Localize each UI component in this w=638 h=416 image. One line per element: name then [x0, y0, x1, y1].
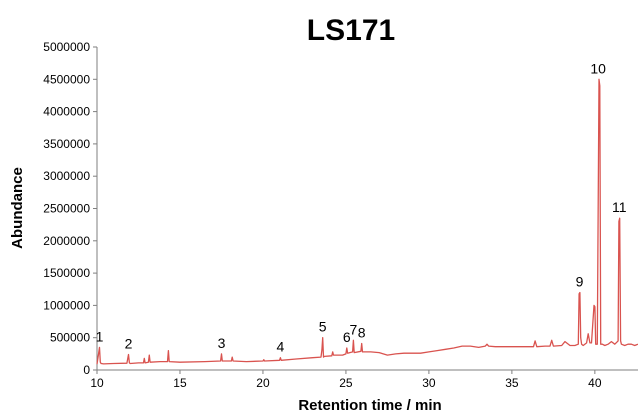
peak-label-5: 5: [319, 319, 327, 335]
y-tick-label: 2000000: [43, 234, 90, 248]
peak-label-4: 4: [276, 339, 284, 355]
y-tick-label: 4500000: [43, 72, 90, 86]
y-axis-title: Abundance: [9, 167, 26, 249]
peak-label-8: 8: [358, 325, 366, 341]
x-tick-label: 30: [422, 376, 436, 390]
y-tick-label: 3500000: [43, 137, 90, 151]
x-tick-label: 10: [90, 376, 104, 390]
x-axis-title: Retention time / min: [298, 397, 441, 414]
x-tick-label: 25: [339, 376, 353, 390]
peak-label-11: 11: [612, 199, 627, 215]
x-tick-label: 20: [256, 376, 270, 390]
y-tick-label: 1500000: [43, 266, 90, 280]
peak-label-3: 3: [218, 335, 226, 351]
peak-label-7: 7: [349, 321, 357, 337]
series-line: [96, 78, 638, 365]
y-tick-label: 1000000: [43, 298, 90, 312]
x-axis-ticks: 10 15 20 25 30 35 40: [90, 370, 602, 390]
peak-label-1: 1: [96, 328, 104, 344]
peak-label-2: 2: [125, 335, 133, 351]
chart-title: LS171: [307, 14, 395, 47]
peak-label-6: 6: [343, 329, 351, 345]
x-tick-label: 40: [588, 376, 602, 390]
x-tick-label: 35: [505, 376, 519, 390]
peak-labels: 1 2 3 4 567 8 9 10 11: [96, 60, 627, 354]
peak-label-9: 9: [576, 273, 584, 289]
y-tick-label: 4000000: [43, 105, 90, 119]
x-tick-label: 15: [173, 376, 187, 390]
y-tick-label: 0: [83, 363, 90, 377]
peak-label-10: 10: [590, 60, 606, 76]
y-tick-label: 3000000: [43, 169, 90, 183]
y-tick-label: 2500000: [43, 202, 90, 216]
y-tick-label: 500000: [50, 331, 90, 345]
y-axis-ticks: 0 500000 1000000 1500000 2000000 2500000 30000…: [43, 40, 97, 377]
y-tick-label: 5000000: [43, 40, 90, 54]
